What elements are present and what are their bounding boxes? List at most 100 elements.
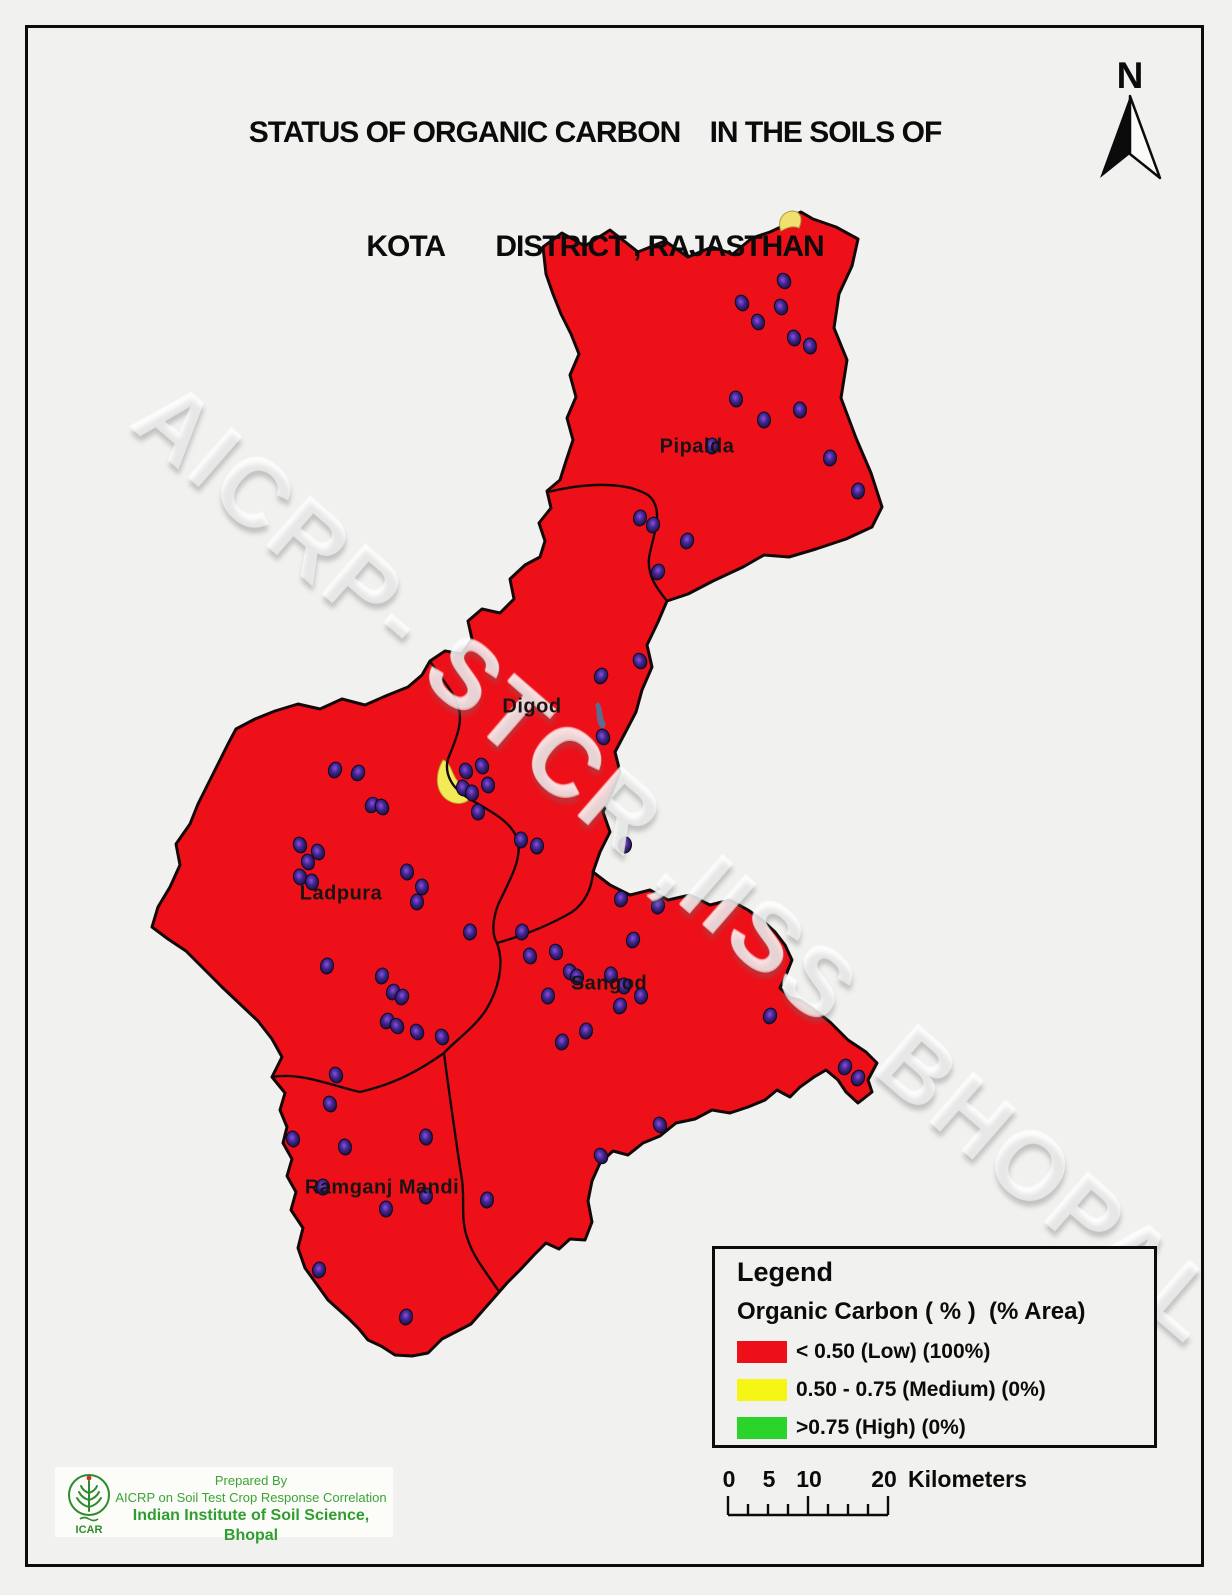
- soil-sample-point: [632, 652, 648, 670]
- soil-sample-point: [593, 1147, 609, 1165]
- soil-sample-point: [776, 272, 792, 290]
- soil-sample-point: [389, 1017, 405, 1035]
- soil-sample-point: [786, 329, 802, 347]
- soil-sample-point: [822, 449, 838, 467]
- soil-sample-point: [652, 1116, 668, 1134]
- soil-sample-point: [514, 923, 530, 941]
- boundary-sangod-ramganjmandi: [442, 1051, 500, 1292]
- soil-sample-point: [315, 1178, 331, 1196]
- soil-sample-point: [319, 957, 335, 975]
- soil-sample-point: [464, 784, 480, 802]
- scale-tick-label-20: 20: [871, 1466, 897, 1492]
- soil-sample-point: [398, 1308, 414, 1326]
- legend-row-high: >0.75 (High) (0%): [737, 1416, 1154, 1440]
- page-title: STATUS OF ORGANIC CARBON IN THE SOILS OF…: [40, 38, 1150, 304]
- tehsil-label-digod: Digod: [502, 695, 562, 718]
- legend-swatch-high: [737, 1417, 787, 1439]
- soil-sample-point: [458, 762, 474, 780]
- scale-tick-label-10: 10: [796, 1466, 822, 1492]
- soil-sample-point: [616, 977, 632, 995]
- soil-sample-point: [394, 988, 410, 1006]
- soil-sample-point: [762, 1007, 778, 1025]
- tehsil-label-pipalda: Pipalda: [659, 435, 735, 458]
- soil-sample-point: [418, 1128, 434, 1146]
- soil-sample-point: [322, 1095, 338, 1113]
- soil-sample-point: [734, 294, 750, 312]
- soil-sample-point: [756, 411, 772, 429]
- soil-sample-point: [327, 761, 343, 779]
- legend-label-medium: 0.50 - 0.75 (Medium) (0%): [796, 1378, 1046, 1401]
- tehsil-label-ladpura: Ladpura: [299, 882, 383, 905]
- north-label: N: [1116, 55, 1144, 96]
- soil-sample-point: [728, 390, 744, 408]
- soil-sample-point: [540, 987, 556, 1005]
- legend-row-medium: 0.50 - 0.75 (Medium) (0%): [737, 1378, 1154, 1402]
- soil-sample-point: [617, 836, 633, 854]
- soil-sample-point: [399, 863, 415, 881]
- soil-sample-point: [650, 897, 666, 915]
- soil-sample-point: [285, 1130, 301, 1148]
- legend-label-high: >0.75 (High) (0%): [796, 1416, 966, 1439]
- soil-sample-point: [480, 776, 496, 794]
- legend-swatch-medium: [737, 1379, 787, 1401]
- soil-sample-point: [632, 509, 648, 527]
- scale-tick-label-0: 0: [722, 1466, 736, 1492]
- river-mark: [595, 702, 606, 729]
- soil-sample-point: [792, 401, 808, 419]
- soil-sample-point: [603, 966, 619, 984]
- soil-sample-point: [374, 798, 390, 816]
- soil-sample-point: [578, 1022, 594, 1040]
- boundary-ladpura-sangod: [442, 941, 502, 1055]
- soil-sample-point: [300, 853, 316, 871]
- soil-sample-point: [548, 943, 564, 961]
- soil-sample-point: [409, 1023, 425, 1041]
- soil-sample-point: [292, 868, 308, 886]
- boundary-pipalda-digod: [546, 483, 669, 603]
- legend: Legend Organic Carbon ( % ) (% Area) < 0…: [712, 1246, 1157, 1448]
- soil-sample-point: [514, 831, 528, 849]
- soil-sample-point: [409, 893, 425, 911]
- soil-sample-point: [304, 873, 320, 891]
- soil-sample-point: [328, 1066, 344, 1084]
- soil-sample-point: [625, 931, 641, 949]
- soil-sample-point: [750, 313, 766, 331]
- soil-sample-point: [645, 516, 661, 534]
- soil-sample-point: [650, 563, 666, 581]
- soil-sample-point: [850, 482, 866, 500]
- title-line-2: KOTA DISTRICT , RAJASTHAN: [366, 230, 824, 263]
- icar-logo-text: ICAR: [76, 1524, 103, 1536]
- soil-sample-point: [434, 1028, 450, 1046]
- soil-sample-point: [554, 1033, 570, 1051]
- credits-institute: Indian Institute of Soil Science, Bhopal: [132, 1507, 370, 1544]
- soil-sample-point: [613, 890, 629, 908]
- boundary-ladpura-ramganjmandi: [270, 1051, 446, 1094]
- credits-prepared-by: Prepared By: [214, 1473, 288, 1488]
- legend-row-low: < 0.50 (Low) (100%): [737, 1340, 1154, 1364]
- legend-label-low: < 0.50 (Low) (100%): [796, 1340, 991, 1363]
- scale-tick-label-5: 5: [762, 1466, 776, 1492]
- soil-sample-point: [374, 967, 390, 985]
- tehsil-label-sangod: Sangod: [570, 972, 648, 995]
- soil-sample-point: [612, 997, 628, 1015]
- soil-sample-point: [529, 837, 545, 855]
- soil-sample-point: [522, 947, 538, 965]
- soil-sample-point: [292, 836, 308, 854]
- soil-sample-point: [479, 1191, 495, 1209]
- soil-sample-points: [285, 272, 866, 1326]
- soil-sample-point: [593, 667, 609, 685]
- soil-sample-point: [462, 923, 478, 941]
- legend-subtitle: Organic Carbon ( % ) (% Area): [737, 1298, 1086, 1325]
- soil-sample-point: [310, 843, 326, 861]
- scale-unit-label: Kilometers: [908, 1466, 1027, 1492]
- district-area-low-oc: [150, 210, 884, 1358]
- legend-title: Legend: [737, 1257, 834, 1287]
- soil-sample-point: [414, 878, 430, 896]
- soil-sample-point: [311, 1261, 327, 1279]
- soil-sample-point: [470, 803, 486, 821]
- soil-sample-point: [350, 764, 366, 782]
- soil-sample-point: [850, 1069, 866, 1087]
- tehsil-label-ramganj-mandi: Ramganj Mandi: [304, 1176, 460, 1199]
- soil-sample-point: [704, 437, 720, 455]
- soil-sample-point: [474, 757, 490, 775]
